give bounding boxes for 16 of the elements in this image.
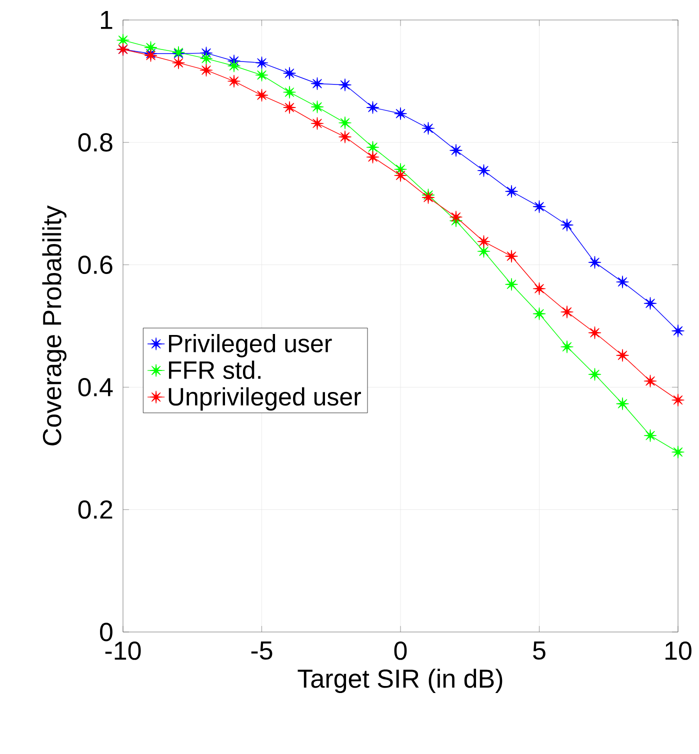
x-axis-title: Target SIR (in dB) [298,668,502,694]
x-tick-label: 0 [394,642,407,660]
y-tick-label: 1 [100,11,112,29]
y-axis-title: Coverage Probability [42,205,66,446]
y-tick-label: 0.4 [78,378,113,396]
y-tick-label: 0.6 [78,256,112,274]
x-tick-label: -5 [251,642,272,660]
legend-label: Unprivileged user [168,387,362,411]
legend-label: FFR std. [169,360,260,380]
y-tick-label: 0.8 [78,133,112,152]
x-tick-label: 10 [666,642,692,660]
y-tick-label: 0.2 [78,500,112,519]
y-tick-label: 0 [100,622,112,642]
x-tick-label: -10 [105,642,141,660]
legend-label: Privileged user [169,334,332,358]
x-tick-label: 5 [533,642,546,660]
